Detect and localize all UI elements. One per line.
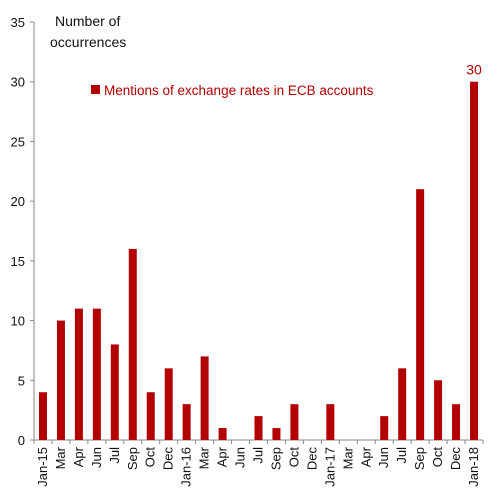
x-tick-label: Oct [143,447,158,468]
bar [146,392,155,440]
x-tick-label: Jan-16 [179,447,194,487]
bar [254,416,263,440]
x-tick-label: Apr [358,446,373,467]
y-tick-label: 5 [18,373,25,388]
x-tick-label: Sep [412,447,427,470]
y-tick-label: 35 [11,15,25,30]
bar [38,392,47,440]
y-axis-label-line-2: occurrences [50,34,126,50]
x-tick-label: Jan-15 [35,447,50,487]
legend: Mentions of exchange rates in ECB accoun… [91,83,374,98]
x-tick-label: Jan-17 [322,447,337,487]
x-tick-label: Jan-18 [466,447,481,487]
x-tick-label: Jul [251,447,266,464]
y-tick-label: 15 [11,254,25,269]
x-tick-label: Dec [448,447,463,471]
bar [182,404,191,440]
x-tick-label: Jun [89,447,104,468]
bar [290,404,299,440]
bar [218,428,227,440]
x-tick-label: Mar [340,446,355,469]
y-axis: 0 5 10 15 20 25 30 35 [11,15,35,448]
x-tick-label: Sep [125,447,140,470]
bar [200,356,209,440]
bar [470,81,479,440]
x-tick-label: Mar [53,446,68,469]
bar [74,308,83,440]
x-tick-label: Jun [233,447,248,468]
x-tick-label: Mar [197,446,212,469]
bar [92,308,101,440]
bar [326,404,335,440]
bar [398,368,407,440]
bar [272,428,281,440]
x-tick-label: Oct [286,447,301,468]
x-tick-label: Sep [268,447,283,470]
y-tick-label: 25 [11,134,25,149]
x-tick-label: Jun [376,447,391,468]
y-tick-label: 10 [11,314,25,329]
y-tick-label: 20 [11,194,25,209]
data-labels: 30 [466,62,482,78]
x-tick-label: Apr [71,446,86,467]
y-tick-label: 0 [18,433,25,448]
bars [38,81,479,440]
bar [56,320,65,440]
x-tick-label: Dec [304,447,319,471]
x-tick-label: Jul [394,447,409,464]
bar [164,368,173,440]
x-tick-label: Apr [215,446,230,467]
y-axis-label-line-1: Number of [55,13,120,29]
x-tick-label: Jul [107,447,122,464]
bar [452,404,461,440]
legend-label: Mentions of exchange rates in ECB accoun… [104,83,374,98]
bar [434,380,443,440]
x-tick-label: Dec [161,447,176,471]
x-tick-label: Oct [430,447,445,468]
bar [416,189,425,440]
bar [128,248,137,440]
y-tick-label: 30 [11,75,25,90]
legend-swatch [91,85,100,94]
bar [380,416,389,440]
bar [110,344,119,440]
x-axis: Jan-15 Mar Apr Jun Jul Sep Oct Dec Jan-16 Mar Apr J… [33,439,484,487]
data-label: 30 [466,62,482,78]
